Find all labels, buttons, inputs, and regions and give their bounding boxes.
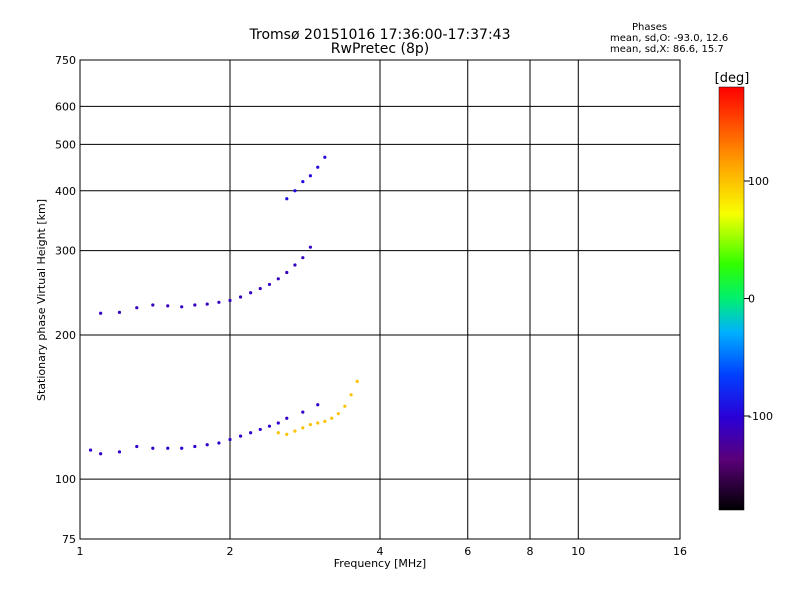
data-point [99, 452, 103, 456]
data-point [238, 434, 243, 438]
data-point [316, 403, 320, 407]
chart-subtitle: RwPretec (8p) [330, 41, 430, 57]
colorbar-tick-label: 100 [748, 175, 769, 188]
x-tick-label: 1 [77, 545, 84, 558]
x-tick-label: 16 [673, 545, 687, 558]
data-point [180, 446, 184, 450]
data-point [308, 245, 313, 249]
data-point [217, 441, 221, 445]
data-point [343, 404, 347, 408]
stats-heading: Phases [632, 22, 668, 33]
data-point [276, 431, 280, 435]
data-point [301, 426, 305, 430]
data-point [88, 448, 93, 452]
data-point [205, 302, 209, 306]
data-point [276, 421, 280, 425]
colorbar [718, 86, 745, 511]
data-point [135, 444, 139, 449]
data-point [249, 291, 253, 295]
data-point [258, 286, 262, 291]
stats-o-mode: mean, sd,O: -93.0, 12.6 [610, 33, 729, 44]
data-point [349, 393, 353, 397]
y-axis-ticks: 75 100 200 300 400 500 600 750 [55, 54, 76, 546]
y-axis-label: Stationary phase Virtual Height [km] [35, 199, 48, 401]
data-point [336, 412, 340, 416]
data-point [166, 304, 170, 308]
data-point [316, 165, 320, 169]
data-point [276, 277, 280, 281]
data-point [285, 416, 289, 420]
stats-x-mode: mean, sd,X: 86.6, 15.7 [610, 44, 724, 55]
data-point [308, 174, 313, 178]
data-point [135, 306, 139, 310]
data-point [205, 443, 209, 447]
data-point [285, 197, 289, 201]
y-tick-label: 600 [55, 100, 76, 113]
data-point [293, 189, 297, 193]
data-point [285, 270, 289, 275]
data-point [193, 444, 197, 449]
data-point [301, 256, 305, 260]
data-point [151, 303, 155, 307]
x-axis-label: Frequency [MHz] [334, 557, 426, 570]
data-point [267, 424, 272, 428]
data-point [308, 422, 313, 427]
x-tick-label: 6 [464, 545, 471, 558]
data-point [217, 300, 221, 304]
data-point [193, 303, 197, 307]
data-point [99, 311, 103, 315]
y-tick-label: 75 [62, 533, 76, 546]
y-tick-label: 300 [55, 245, 76, 258]
colorbar-ticks: 100 0 -100 [744, 175, 773, 423]
data-point [180, 305, 184, 309]
data-point [249, 431, 253, 435]
data-point [301, 410, 305, 414]
colorbar-tick-label: -100 [748, 410, 773, 423]
data-point [117, 310, 122, 314]
colorbar-tick-label: 0 [748, 293, 755, 306]
data-point [323, 419, 327, 423]
data-point [293, 429, 297, 433]
x-axis-ticks: 1 2 4 6 8 10 16 [77, 545, 688, 558]
data-point [228, 298, 232, 303]
chart-title: Tromsø 20151016 17:36:00-17:37:43 [249, 27, 511, 43]
data-point [151, 446, 155, 450]
data-point [301, 180, 305, 184]
data-point [258, 427, 262, 432]
y-tick-label: 750 [55, 54, 76, 67]
y-tick-label: 200 [55, 329, 76, 342]
data-point [117, 450, 122, 454]
data-points [88, 155, 359, 456]
x-tick-label: 10 [571, 545, 585, 558]
colorbar-label: [deg] [715, 71, 750, 86]
x-tick-label: 8 [527, 545, 534, 558]
data-point [166, 446, 170, 450]
y-tick-label: 100 [55, 473, 76, 486]
grid-lines [80, 60, 680, 539]
data-point [323, 155, 327, 159]
x-tick-label: 4 [377, 545, 384, 558]
data-point [330, 416, 334, 420]
data-point [228, 437, 232, 442]
data-point [285, 432, 289, 437]
y-tick-label: 400 [55, 185, 76, 198]
data-point [238, 295, 243, 299]
data-point [316, 421, 320, 425]
plot-frame [79, 59, 681, 540]
data-point [355, 379, 359, 383]
y-tick-label: 500 [55, 138, 76, 151]
data-point [267, 282, 272, 287]
x-tick-label: 2 [227, 545, 234, 558]
data-point [293, 263, 297, 267]
